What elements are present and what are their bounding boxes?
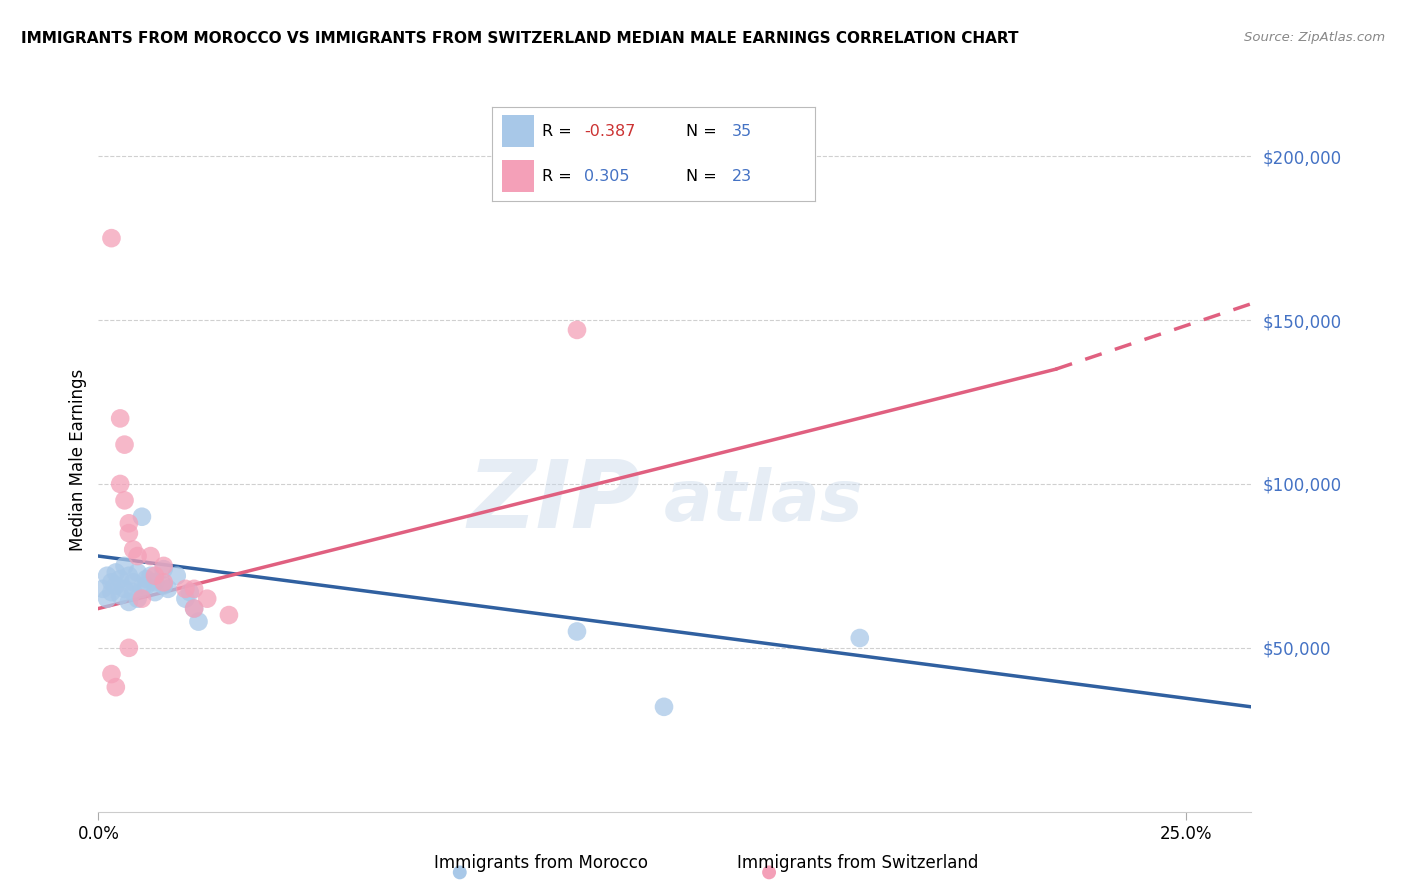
Point [565, 624, 588, 639]
Point [104, 680, 127, 694]
Point [195, 591, 218, 606]
Point [118, 516, 141, 531]
Point [131, 582, 153, 596]
Point [174, 582, 197, 596]
Text: N =: N = [686, 124, 723, 139]
Point [758, 865, 780, 880]
Point [166, 568, 188, 582]
Text: Immigrants from Switzerland: Immigrants from Switzerland [737, 855, 979, 872]
Point [127, 566, 149, 580]
Point [143, 568, 166, 582]
Point [183, 582, 205, 596]
Text: 35: 35 [731, 124, 752, 139]
Point [449, 865, 471, 880]
Point [100, 231, 122, 245]
Text: N =: N = [686, 169, 723, 184]
Point [114, 493, 136, 508]
Point [179, 585, 201, 599]
Text: atlas: atlas [664, 467, 863, 536]
Point [152, 575, 174, 590]
Point [108, 572, 131, 586]
Point [131, 509, 153, 524]
Point [118, 595, 141, 609]
Point [100, 585, 122, 599]
Bar [502, 115, 534, 147]
Point [122, 575, 145, 590]
Text: Source: ZipAtlas.com: Source: ZipAtlas.com [1244, 31, 1385, 45]
Point [114, 582, 136, 596]
Point [183, 601, 205, 615]
Point [152, 562, 174, 576]
Text: R =: R = [543, 124, 576, 139]
Point [122, 585, 145, 599]
Point [127, 591, 149, 606]
Point [104, 578, 127, 592]
Point [108, 411, 131, 425]
Point [108, 477, 131, 491]
Point [91, 582, 114, 596]
Point [100, 575, 122, 590]
Text: 23: 23 [731, 169, 752, 184]
Point [131, 591, 153, 606]
Point [143, 585, 166, 599]
Point [122, 542, 145, 557]
Text: R =: R = [543, 169, 582, 184]
Point [183, 601, 205, 615]
Point [849, 631, 872, 645]
Point [152, 558, 174, 573]
Bar [502, 161, 534, 193]
Point [118, 568, 141, 582]
Point [187, 615, 209, 629]
Point [114, 437, 136, 451]
Point [652, 699, 675, 714]
Text: 0.305: 0.305 [585, 169, 630, 184]
Point [139, 568, 162, 582]
Point [152, 578, 174, 592]
Text: Immigrants from Morocco: Immigrants from Morocco [434, 855, 648, 872]
Point [127, 549, 149, 563]
Text: -0.387: -0.387 [585, 124, 636, 139]
Point [565, 323, 588, 337]
Point [143, 575, 166, 590]
Point [114, 558, 136, 573]
Point [118, 640, 141, 655]
Point [135, 578, 157, 592]
Point [100, 667, 122, 681]
Text: IMMIGRANTS FROM MOROCCO VS IMMIGRANTS FROM SWITZERLAND MEDIAN MALE EARNINGS CORR: IMMIGRANTS FROM MOROCCO VS IMMIGRANTS FR… [21, 31, 1018, 46]
Point [96, 568, 118, 582]
Point [96, 591, 118, 606]
Point [139, 549, 162, 563]
Y-axis label: Median Male Earnings: Median Male Earnings [69, 368, 87, 550]
Point [157, 582, 180, 596]
Point [135, 572, 157, 586]
Point [118, 526, 141, 541]
Text: ZIP: ZIP [467, 456, 640, 548]
Point [104, 566, 127, 580]
Point [174, 591, 197, 606]
Point [218, 608, 240, 623]
Point [108, 588, 131, 602]
